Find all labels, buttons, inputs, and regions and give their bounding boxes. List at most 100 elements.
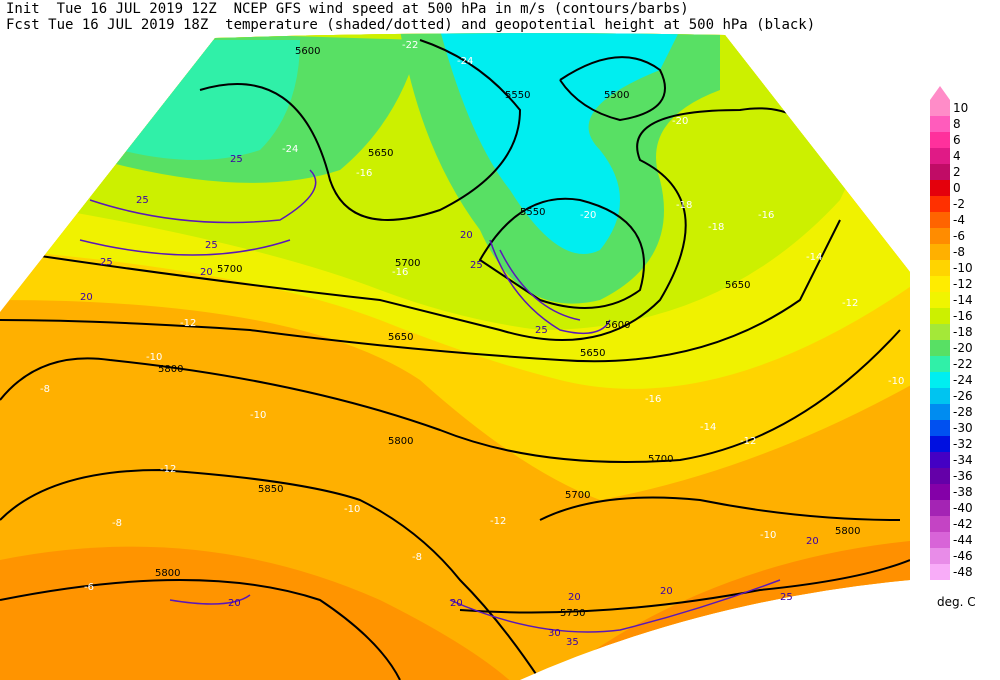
colorbar-label: -4 <box>953 213 965 227</box>
wind-label: 35 <box>566 637 579 648</box>
colorbar-label: -24 <box>953 373 973 387</box>
temperature-label: -22 <box>402 40 418 51</box>
colorbar-label: -26 <box>953 389 973 403</box>
height-label: 5700 <box>395 258 420 269</box>
colorbar-swatch <box>930 260 950 276</box>
header-fcst: Fcst Tue 16 JUL 2019 18Z temperature (sh… <box>6 17 815 33</box>
colorbar-label: -30 <box>953 421 973 435</box>
colorbar-swatch <box>930 484 950 500</box>
height-contours <box>0 39 910 680</box>
height-label: 5600 <box>605 320 630 331</box>
temperature-label: -12 <box>180 318 196 329</box>
wind-label: 20 <box>568 592 581 603</box>
colorbar-label: -20 <box>953 341 973 355</box>
height-label: 5650 <box>725 280 750 291</box>
colorbar-swatch <box>930 244 950 260</box>
field-cyan <box>440 33 680 254</box>
temperature-label: -16 <box>758 210 774 221</box>
temperature-label: -8 <box>412 552 422 563</box>
height-label: 5800 <box>835 526 860 537</box>
colorbar-swatch <box>930 420 950 436</box>
colorbar-label: -32 <box>953 437 973 451</box>
colorbar-unit: deg. C <box>937 595 976 609</box>
colorbar-label: -42 <box>953 517 973 531</box>
wind-label: 25 <box>780 592 793 603</box>
height-label: 5700 <box>565 490 590 501</box>
colorbar-label: -8 <box>953 245 965 259</box>
colorbar-swatch <box>930 468 950 484</box>
colorbar-swatch <box>930 564 950 580</box>
wind-label: 20 <box>200 267 213 278</box>
colorbar-label: -18 <box>953 325 973 339</box>
colorbar-swatch <box>930 452 950 468</box>
temperature-label: -14 <box>806 252 822 263</box>
header-init: Init Tue 16 JUL 2019 12Z NCEP GFS wind s… <box>6 1 689 17</box>
temperature-label: -10 <box>146 352 162 363</box>
colorbar-swatch <box>930 116 950 132</box>
temperature-label: -20 <box>672 116 688 127</box>
height-label: 5750 <box>560 608 585 619</box>
colorbar-label: -16 <box>953 309 973 323</box>
colorbar-swatch <box>930 548 950 564</box>
wind-label: 25 <box>136 195 149 206</box>
temperature-label: -10 <box>344 504 360 515</box>
colorbar-label: 4 <box>953 149 961 163</box>
height-label: 5800 <box>155 568 180 579</box>
temperature-label: -12 <box>842 298 858 309</box>
temperature-label: -12 <box>490 516 506 527</box>
wind-label: 25 <box>230 154 243 165</box>
wind-label: 20 <box>460 230 473 241</box>
colorbar-swatch <box>930 228 950 244</box>
colorbar-swatch <box>930 516 950 532</box>
temperature-label: -10 <box>250 410 266 421</box>
wind-contours <box>79 169 781 633</box>
colorbar-label: 0 <box>953 181 961 195</box>
height-label: 5650 <box>580 348 605 359</box>
wind-label: 25 <box>205 240 218 251</box>
temperature-label: -16 <box>645 394 661 405</box>
colorbar-arrow <box>930 86 950 100</box>
wind-label: 20 <box>228 598 241 609</box>
colorbar-swatch <box>930 356 950 372</box>
colorbar-label: 6 <box>953 133 961 147</box>
colorbar-label: -14 <box>953 293 973 307</box>
colorbar-swatch <box>930 532 950 548</box>
colorbar-swatch <box>930 148 950 164</box>
colorbar-swatch <box>930 404 950 420</box>
temperature-label: -8 <box>40 384 50 395</box>
height-label: 5650 <box>388 332 413 343</box>
height-label: 5800 <box>388 436 413 447</box>
map-field <box>0 33 910 680</box>
colorbar-label: -40 <box>953 501 973 515</box>
colorbar-swatch <box>930 340 950 356</box>
wind-label: 25 <box>100 257 113 268</box>
colorbar-swatch <box>930 500 950 516</box>
colorbar-swatch <box>930 180 950 196</box>
height-label: 5700 <box>217 264 242 275</box>
wind-label: 20 <box>80 292 93 303</box>
colorbar-swatch <box>930 164 950 180</box>
temperature-label: -18 <box>708 222 724 233</box>
colorbar-swatch <box>930 212 950 228</box>
colorbar-label: -36 <box>953 469 973 483</box>
colorbar-swatch <box>930 100 950 116</box>
temperature-label: -20 <box>580 210 596 221</box>
temperature-label: -16 <box>356 168 372 179</box>
height-label: 5700 <box>648 454 673 465</box>
colorbar-label: -48 <box>953 565 973 579</box>
colorbar-label: -10 <box>953 261 973 275</box>
colorbar-label: -6 <box>953 229 965 243</box>
wind-label: 20 <box>660 586 673 597</box>
wind-label: 25 <box>535 325 548 336</box>
colorbar-swatch <box>930 388 950 404</box>
height-label: 5550 <box>505 90 530 101</box>
temperature-label: -24 <box>282 144 298 155</box>
colorbar-label: 2 <box>953 165 961 179</box>
temperature-label: -10 <box>760 530 776 541</box>
colorbar-swatch <box>930 132 950 148</box>
wind-label: 20 <box>806 536 819 547</box>
colorbar-swatch <box>930 436 950 452</box>
colorbar-swatch <box>930 196 950 212</box>
temperature-label: -14 <box>700 422 716 433</box>
